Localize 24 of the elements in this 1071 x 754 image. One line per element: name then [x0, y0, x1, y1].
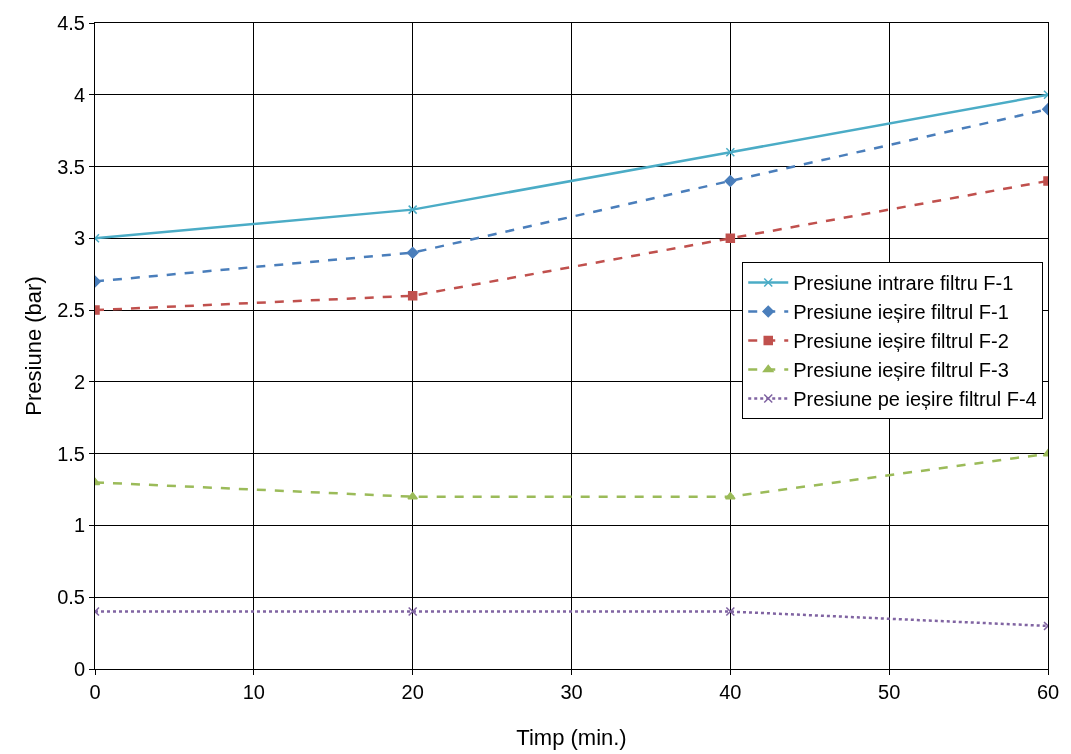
y-tick-label: 0 [73, 658, 85, 680]
legend-label: Presiune ieșire filtrul F-2 [793, 330, 1009, 353]
y-tick-label: 3.5 [57, 155, 85, 178]
x-tick-label: 40 [719, 681, 742, 703]
y-tick-label: 3 [73, 227, 85, 250]
legend-label: Presiune ieșire filtrul F-1 [793, 301, 1009, 324]
x-tick-label: 30 [560, 681, 583, 703]
y-tick-label: 4.5 [57, 12, 85, 34]
y-tick-label: 0.5 [57, 586, 85, 609]
y-tick-label: 1 [73, 514, 85, 537]
y-tick-label: 4 [73, 83, 85, 106]
y-tick-label: 2 [73, 370, 85, 393]
x-tick-label: 60 [1036, 681, 1060, 703]
x-axis-title: Timp (min.) [516, 725, 627, 750]
legend-label: Presiune ieșire filtrul F-3 [793, 359, 1009, 382]
x-tick-label: 20 [401, 681, 424, 703]
y-axis-title: Presiune (bar) [21, 276, 46, 416]
legend-label: Presiune pe ieșire filtrul F-4 [793, 388, 1037, 411]
x-tick-label: 50 [878, 681, 901, 703]
legend-label: Presiune intrare filtru F-1 [793, 272, 1014, 295]
x-tick-label: 0 [89, 681, 101, 703]
y-tick-label: 1.5 [57, 442, 85, 465]
x-tick-label: 10 [242, 681, 265, 703]
y-tick-label: 2.5 [57, 299, 85, 322]
